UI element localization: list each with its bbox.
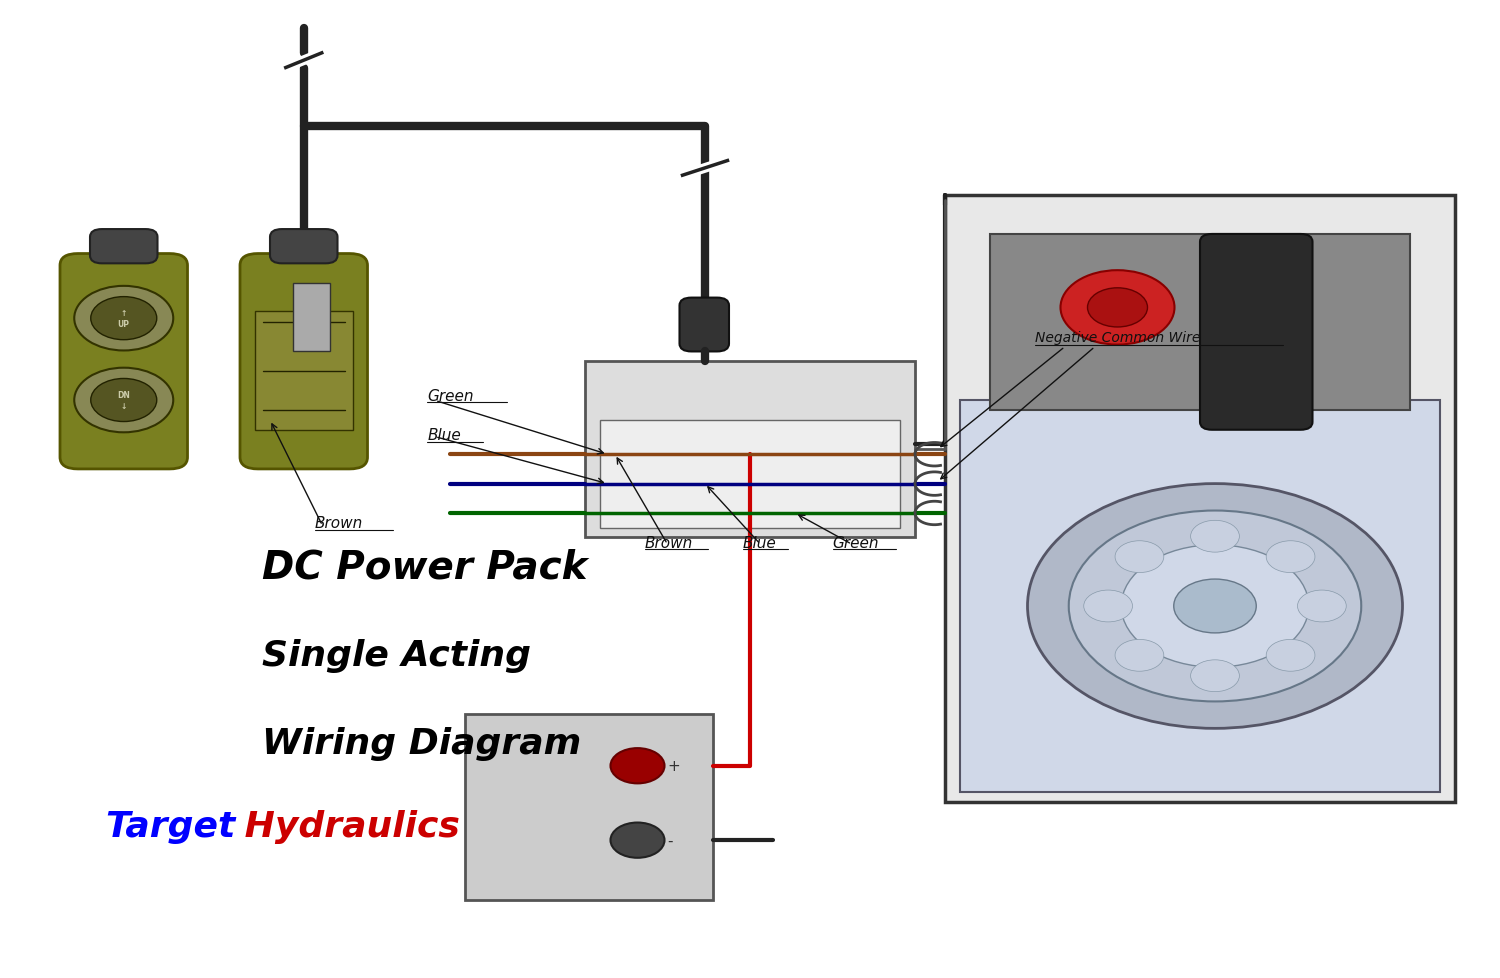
Bar: [255, 312, 352, 430]
Circle shape: [1088, 289, 1148, 328]
FancyBboxPatch shape: [90, 230, 158, 264]
Text: Green: Green: [427, 388, 474, 404]
Circle shape: [1120, 546, 1308, 667]
Circle shape: [1298, 591, 1347, 622]
Circle shape: [1060, 271, 1174, 345]
FancyBboxPatch shape: [680, 298, 729, 352]
Text: Blue: Blue: [427, 427, 460, 443]
Text: ↑
UP: ↑ UP: [117, 309, 129, 329]
Circle shape: [610, 822, 664, 858]
Circle shape: [1266, 640, 1316, 672]
Text: Green: Green: [833, 535, 879, 551]
Text: +: +: [668, 759, 680, 774]
Text: Hydraulics: Hydraulics: [232, 810, 460, 843]
Bar: [292, 284, 330, 352]
Text: Brown: Brown: [645, 535, 693, 551]
Circle shape: [1173, 579, 1257, 634]
Text: Single Acting: Single Acting: [262, 639, 531, 672]
Circle shape: [1068, 511, 1362, 702]
Bar: [960, 401, 1440, 792]
Bar: [945, 196, 1455, 802]
Text: Target: Target: [105, 810, 236, 843]
Circle shape: [610, 748, 664, 783]
Circle shape: [90, 297, 156, 340]
Circle shape: [1114, 541, 1164, 573]
Bar: [585, 362, 915, 538]
Circle shape: [1266, 541, 1316, 573]
Text: DC Power Pack: DC Power Pack: [262, 549, 588, 586]
Circle shape: [1191, 520, 1239, 553]
Text: -: -: [668, 833, 674, 848]
Circle shape: [1191, 660, 1239, 692]
Circle shape: [90, 379, 156, 422]
Circle shape: [1083, 591, 1132, 622]
Bar: [465, 714, 712, 900]
Circle shape: [1028, 484, 1402, 729]
Circle shape: [74, 287, 172, 351]
Text: Blue: Blue: [742, 535, 777, 551]
Text: Negative Common Wire: Negative Common Wire: [1035, 331, 1200, 344]
FancyBboxPatch shape: [270, 230, 338, 264]
Bar: [990, 235, 1410, 411]
Circle shape: [1114, 640, 1164, 672]
FancyBboxPatch shape: [60, 254, 188, 469]
Bar: [600, 421, 900, 528]
Text: Wiring Diagram: Wiring Diagram: [262, 727, 582, 760]
FancyBboxPatch shape: [1200, 235, 1312, 430]
Text: Brown: Brown: [315, 515, 363, 531]
Text: DN
↓: DN ↓: [117, 391, 130, 411]
FancyBboxPatch shape: [240, 254, 368, 469]
Circle shape: [74, 369, 172, 433]
